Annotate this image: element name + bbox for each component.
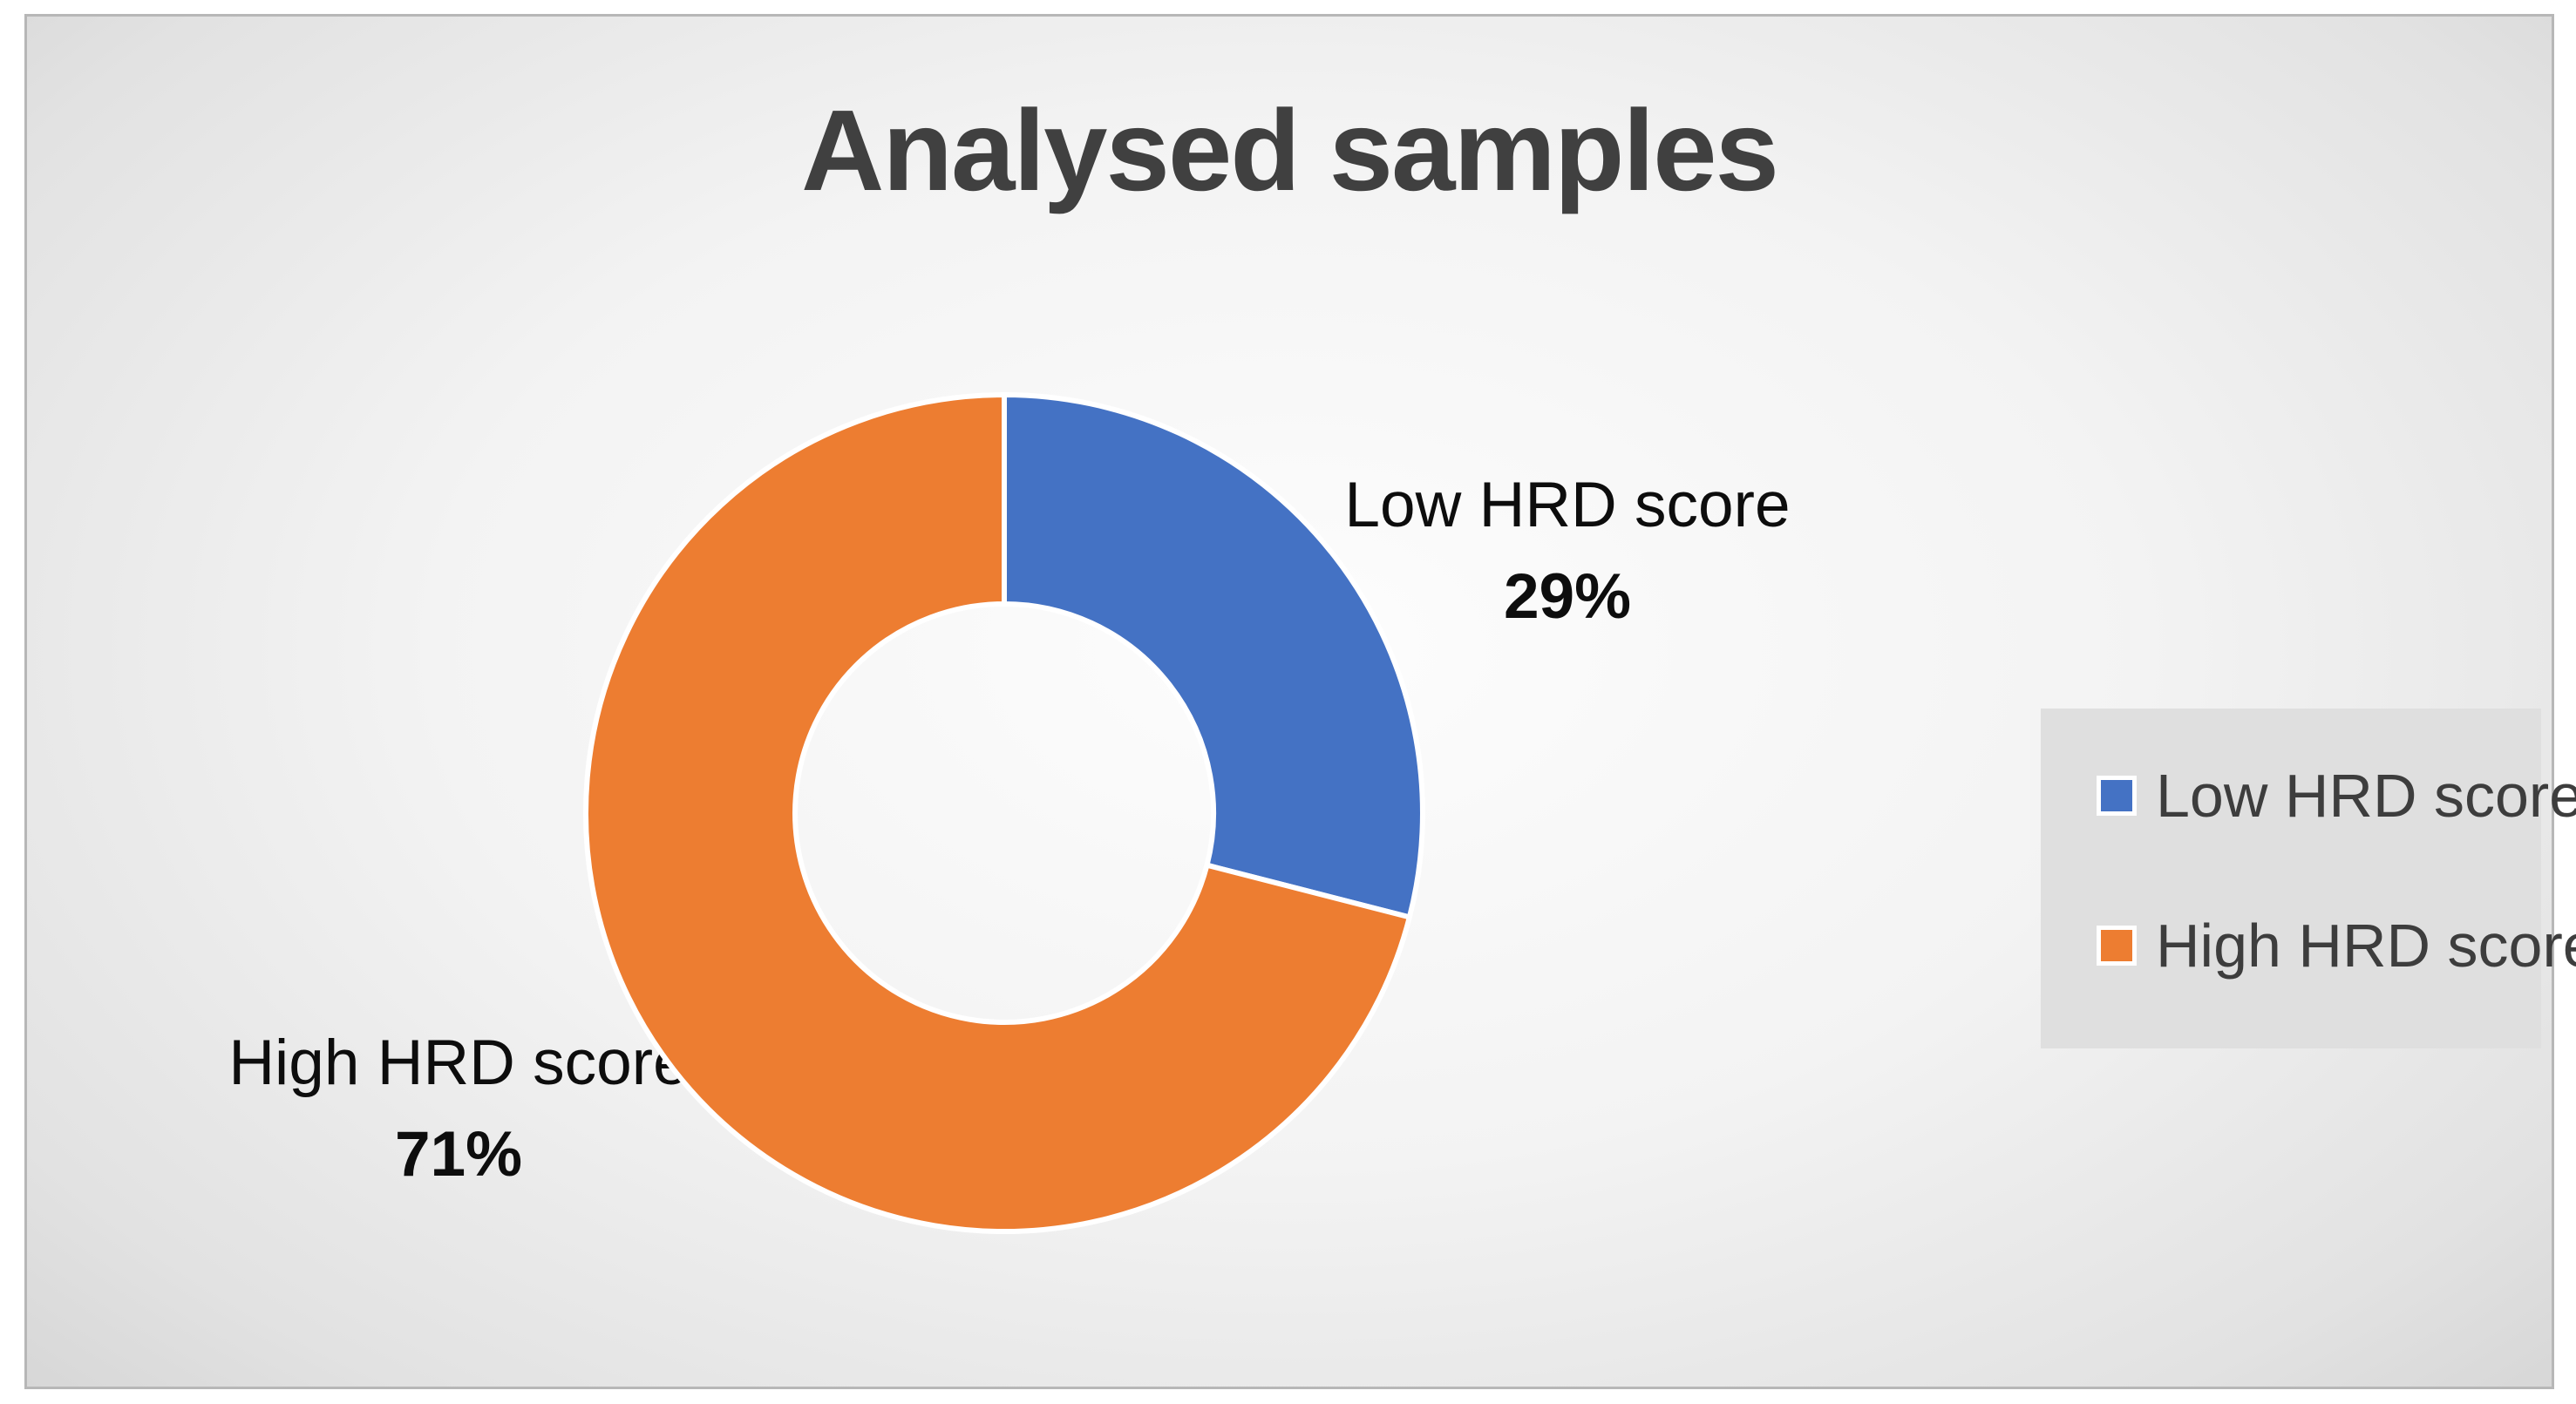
data-label-low-hrd-percent: 29% <box>1503 561 1632 632</box>
chart-legend: Low HRD score High HRD score <box>2041 709 2576 1048</box>
legend-item-low-hrd: Low HRD score <box>2041 754 2576 838</box>
chart-title: Analysed samples <box>801 86 1779 214</box>
legend-swatch-high-hrd-icon <box>2097 926 2137 966</box>
legend-swatch-low-hrd-icon <box>2097 776 2137 816</box>
data-label-low-hrd-name: Low HRD score <box>1344 470 1791 540</box>
data-label-high-hrd-percent: 71% <box>394 1119 523 1190</box>
legend-label-high-hrd: High HRD score <box>2156 912 2576 980</box>
slide-background: Analysed samples Low HRD score High HRD … <box>24 14 2576 1389</box>
legend-item-high-hrd: High HRD score <box>2041 904 2576 987</box>
data-label-high-hrd: High HRD score 71% <box>184 1017 733 1200</box>
slice-high-hrd-score <box>583 392 1412 1234</box>
slice-low-hrd-score <box>1002 392 1425 920</box>
data-label-low-hrd: Low HRD score 29% <box>1293 459 1842 642</box>
data-label-high-hrd-name: High HRD score <box>228 1028 689 1098</box>
legend-label-low-hrd: Low HRD score <box>2156 762 2576 830</box>
